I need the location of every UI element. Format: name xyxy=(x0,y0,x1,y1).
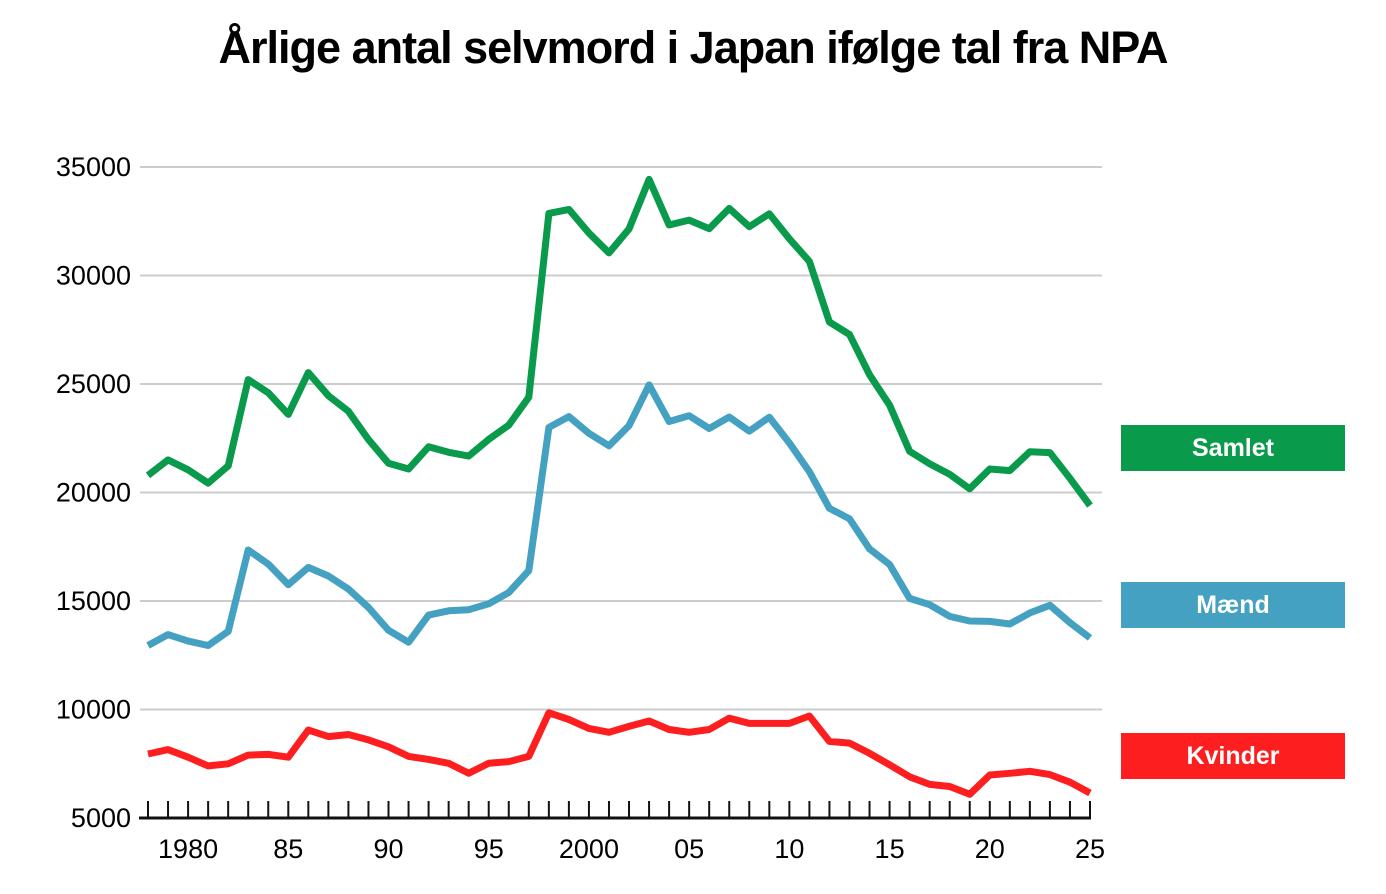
x-tick-label: 05 xyxy=(674,834,704,864)
x-tick-label: 95 xyxy=(474,834,504,864)
legend-label-maend: Mænd xyxy=(1196,590,1270,619)
legend-label-samlet: Samlet xyxy=(1192,433,1274,462)
x-tick-label: 90 xyxy=(373,834,403,864)
series-line-maend xyxy=(146,381,1093,649)
series-line-kvinder xyxy=(147,709,1092,798)
x-tick-label: 15 xyxy=(875,834,905,864)
series-line-samlet xyxy=(145,175,1093,508)
y-tick-label: 5000 xyxy=(71,803,131,833)
legend-label-kvinder: Kvinder xyxy=(1186,741,1280,770)
y-tick-label: 30000 xyxy=(56,261,131,291)
x-tick-label: 1980 xyxy=(158,834,218,864)
x-tick-label: 85 xyxy=(273,834,303,864)
legend-item-kvinder: Kvinder xyxy=(1121,733,1345,779)
x-tick-label: 20 xyxy=(975,834,1005,864)
y-tick-label: 35000 xyxy=(56,152,131,182)
y-tick-label: 15000 xyxy=(56,586,131,616)
x-tick-label: 25 xyxy=(1075,834,1105,864)
legend-item-maend: Mænd xyxy=(1121,582,1345,628)
x-tick-label: 10 xyxy=(774,834,804,864)
y-tick-label: 20000 xyxy=(56,478,131,508)
x-tick-label: 2000 xyxy=(559,834,619,864)
legend-item-samlet: Samlet xyxy=(1121,425,1345,471)
y-tick-label: 25000 xyxy=(56,369,131,399)
y-tick-label: 10000 xyxy=(56,695,131,725)
chart-title: Årlige antal selvmord i Japan ifølge tal… xyxy=(218,22,1169,73)
